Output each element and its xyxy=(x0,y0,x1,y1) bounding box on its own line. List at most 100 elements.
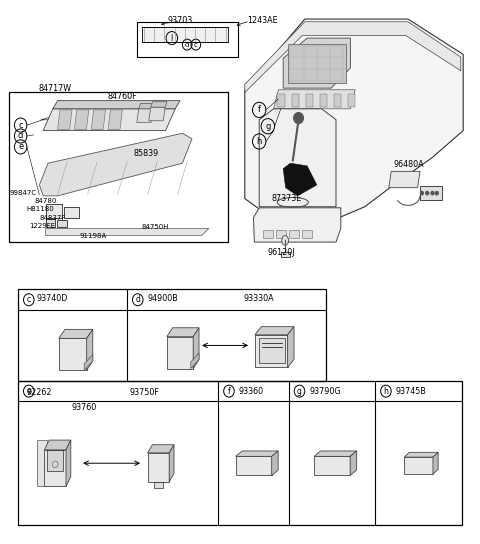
Polygon shape xyxy=(245,19,463,223)
Polygon shape xyxy=(283,163,317,196)
Polygon shape xyxy=(91,110,106,129)
Polygon shape xyxy=(255,335,288,368)
Circle shape xyxy=(294,113,303,123)
Bar xyxy=(291,94,299,107)
Polygon shape xyxy=(148,453,169,482)
Text: e: e xyxy=(26,387,31,395)
Text: 84837F: 84837F xyxy=(40,214,66,221)
Text: f: f xyxy=(258,106,261,114)
Polygon shape xyxy=(193,327,199,369)
Polygon shape xyxy=(139,103,155,109)
Text: d: d xyxy=(18,132,24,140)
Circle shape xyxy=(435,191,438,195)
Circle shape xyxy=(420,191,423,195)
Polygon shape xyxy=(255,326,294,335)
Polygon shape xyxy=(272,451,278,475)
Bar xyxy=(306,94,313,107)
Text: g: g xyxy=(297,387,302,395)
Text: 85839: 85839 xyxy=(134,149,159,158)
Polygon shape xyxy=(44,440,71,450)
Polygon shape xyxy=(108,110,122,129)
Polygon shape xyxy=(41,103,173,120)
Bar xyxy=(320,94,327,107)
Bar xyxy=(142,27,228,42)
Text: 93740D: 93740D xyxy=(36,294,68,302)
Bar xyxy=(154,482,163,489)
Polygon shape xyxy=(236,451,278,456)
Text: c: c xyxy=(27,295,31,304)
Bar xyxy=(420,186,442,200)
Circle shape xyxy=(431,191,434,195)
Text: e: e xyxy=(18,143,23,151)
Text: 1243AE: 1243AE xyxy=(247,16,278,24)
Text: h: h xyxy=(256,137,262,146)
Polygon shape xyxy=(167,337,193,369)
Polygon shape xyxy=(314,456,350,475)
Text: c: c xyxy=(194,41,198,48)
Text: d: d xyxy=(135,295,140,304)
Bar xyxy=(57,220,67,227)
Text: 1229FE: 1229FE xyxy=(29,222,55,229)
Polygon shape xyxy=(274,90,355,109)
Bar xyxy=(334,94,341,107)
Polygon shape xyxy=(404,457,433,474)
Polygon shape xyxy=(167,327,199,337)
Ellipse shape xyxy=(282,236,288,245)
Text: 84717W: 84717W xyxy=(38,84,72,92)
Polygon shape xyxy=(253,208,341,242)
Polygon shape xyxy=(86,330,93,370)
Text: f: f xyxy=(228,387,230,395)
Polygon shape xyxy=(389,171,420,188)
Polygon shape xyxy=(137,109,153,122)
Polygon shape xyxy=(59,330,93,338)
Polygon shape xyxy=(288,326,294,368)
Bar xyxy=(64,207,79,218)
Bar xyxy=(348,94,355,107)
Bar xyxy=(46,204,62,218)
Text: 84750H: 84750H xyxy=(142,224,169,231)
Polygon shape xyxy=(259,109,336,207)
Text: 93703: 93703 xyxy=(168,16,192,24)
Bar xyxy=(281,252,290,257)
Polygon shape xyxy=(37,440,47,486)
Text: 94900B: 94900B xyxy=(148,294,179,302)
Bar xyxy=(263,230,273,238)
Text: h: h xyxy=(384,387,388,395)
Circle shape xyxy=(426,191,429,195)
Text: 84760F: 84760F xyxy=(108,92,137,101)
Text: 93750F: 93750F xyxy=(129,388,159,397)
Text: 96120J: 96120J xyxy=(268,248,295,257)
Polygon shape xyxy=(151,102,167,107)
Text: 84780: 84780 xyxy=(35,198,57,205)
Bar xyxy=(47,449,63,471)
Polygon shape xyxy=(46,228,209,236)
Text: g: g xyxy=(265,122,271,131)
Text: c: c xyxy=(18,121,23,129)
Text: 93760: 93760 xyxy=(72,404,96,412)
Polygon shape xyxy=(314,451,357,456)
Bar xyxy=(277,94,285,107)
Text: l: l xyxy=(171,34,173,42)
Text: 93360: 93360 xyxy=(239,387,264,395)
Text: 93745B: 93745B xyxy=(396,387,426,395)
Text: 99847C: 99847C xyxy=(10,190,37,196)
Polygon shape xyxy=(59,338,86,370)
Text: 87373E: 87373E xyxy=(271,194,301,203)
Polygon shape xyxy=(169,445,174,482)
Bar xyxy=(288,44,346,83)
Text: 93790G: 93790G xyxy=(309,387,341,395)
Text: 92262: 92262 xyxy=(26,388,52,397)
Polygon shape xyxy=(148,445,174,453)
Text: 96480A: 96480A xyxy=(394,160,424,169)
Polygon shape xyxy=(245,22,461,92)
Text: d: d xyxy=(185,41,190,48)
Bar xyxy=(259,337,285,363)
Text: H81180: H81180 xyxy=(26,206,54,213)
Polygon shape xyxy=(236,456,272,475)
Bar xyxy=(18,381,462,525)
Polygon shape xyxy=(350,451,357,475)
Bar xyxy=(289,230,299,238)
Bar xyxy=(9,92,228,242)
Polygon shape xyxy=(283,38,350,88)
Polygon shape xyxy=(43,109,175,131)
